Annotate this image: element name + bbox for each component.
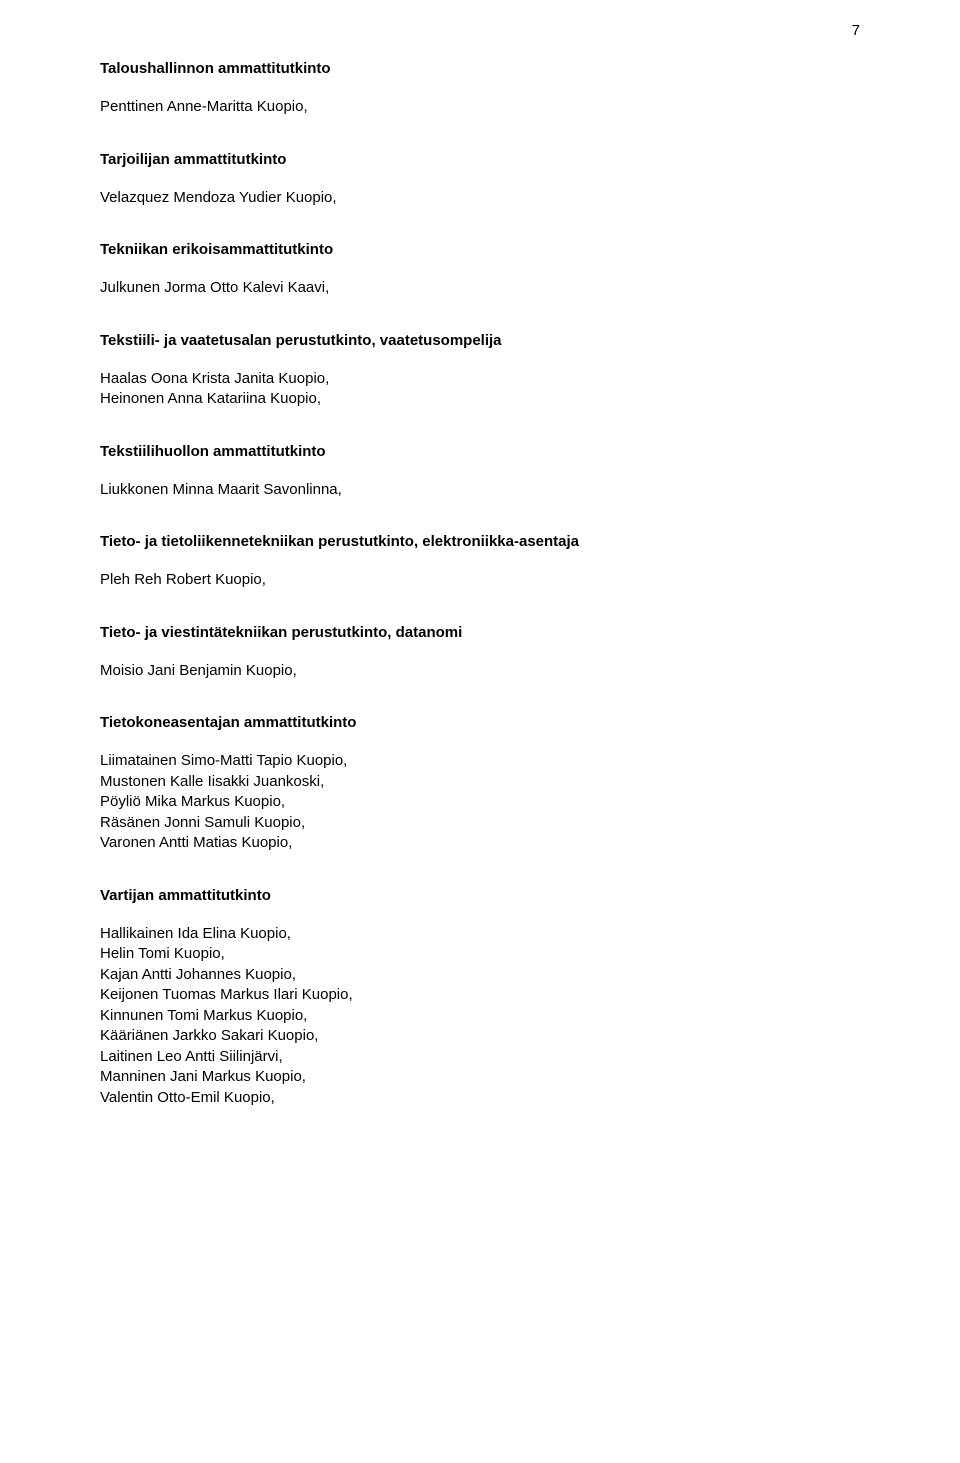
entry: Kääriänen Jarkko Sakari Kuopio, <box>100 1026 860 1046</box>
section-entries: Julkunen Jorma Otto Kalevi Kaavi, <box>100 278 860 298</box>
section-entries: Liimatainen Simo-Matti Tapio Kuopio, Mus… <box>100 751 860 853</box>
section-tekstiilihuollon: Tekstiilihuollon ammattitutkinto Liukkon… <box>100 443 860 500</box>
section-entries: Haalas Oona Krista Janita Kuopio, Heinon… <box>100 369 860 409</box>
entry: Julkunen Jorma Otto Kalevi Kaavi, <box>100 278 860 298</box>
entry: Haalas Oona Krista Janita Kuopio, <box>100 369 860 389</box>
entry: Valentin Otto-Emil Kuopio, <box>100 1088 860 1108</box>
entry: Helin Tomi Kuopio, <box>100 944 860 964</box>
entry: Laitinen Leo Antti Siilinjärvi, <box>100 1047 860 1067</box>
entry: Penttinen Anne-Maritta Kuopio, <box>100 97 860 117</box>
section-title: Tekstiili- ja vaatetusalan perustutkinto… <box>100 332 860 349</box>
entry: Varonen Antti Matias Kuopio, <box>100 833 860 853</box>
section-tieto-viestinta: Tieto- ja viestintätekniikan perustutkin… <box>100 624 860 681</box>
entry: Manninen Jani Markus Kuopio, <box>100 1067 860 1087</box>
section-entries: Liukkonen Minna Maarit Savonlinna, <box>100 480 860 500</box>
entry: Velazquez Mendoza Yudier Kuopio, <box>100 188 860 208</box>
entry: Pöyliö Mika Markus Kuopio, <box>100 792 860 812</box>
entry: Moisio Jani Benjamin Kuopio, <box>100 661 860 681</box>
section-entries: Pleh Reh Robert Kuopio, <box>100 570 860 590</box>
section-title: Tekniikan erikoisammattitutkinto <box>100 241 860 258</box>
entry: Räsänen Jonni Samuli Kuopio, <box>100 813 860 833</box>
page-number: 7 <box>852 22 860 39</box>
section-tieto-tietoliikenne: Tieto- ja tietoliikennetekniikan perustu… <box>100 533 860 590</box>
section-taloushallinnon: Taloushallinnon ammattitutkinto Penttine… <box>100 60 860 117</box>
section-title: Tieto- ja tietoliikennetekniikan perustu… <box>100 533 860 550</box>
section-vartijan: Vartijan ammattitutkinto Hallikainen Ida… <box>100 887 860 1108</box>
section-title: Vartijan ammattitutkinto <box>100 887 860 904</box>
section-entries: Velazquez Mendoza Yudier Kuopio, <box>100 188 860 208</box>
section-title: Tietokoneasentajan ammattitutkinto <box>100 714 860 731</box>
entry: Pleh Reh Robert Kuopio, <box>100 570 860 590</box>
entry: Kinnunen Tomi Markus Kuopio, <box>100 1006 860 1026</box>
section-title: Tarjoilijan ammattitutkinto <box>100 151 860 168</box>
entry: Liimatainen Simo-Matti Tapio Kuopio, <box>100 751 860 771</box>
section-title: Tekstiilihuollon ammattitutkinto <box>100 443 860 460</box>
section-entries: Hallikainen Ida Elina Kuopio, Helin Tomi… <box>100 924 860 1108</box>
section-tekstiili-vaatetusalan: Tekstiili- ja vaatetusalan perustutkinto… <box>100 332 860 409</box>
section-tekniikan: Tekniikan erikoisammattitutkinto Julkune… <box>100 241 860 298</box>
entry: Liukkonen Minna Maarit Savonlinna, <box>100 480 860 500</box>
entry: Hallikainen Ida Elina Kuopio, <box>100 924 860 944</box>
entry: Kajan Antti Johannes Kuopio, <box>100 965 860 985</box>
entry: Heinonen Anna Katariina Kuopio, <box>100 389 860 409</box>
section-entries: Penttinen Anne-Maritta Kuopio, <box>100 97 860 117</box>
entry: Keijonen Tuomas Markus Ilari Kuopio, <box>100 985 860 1005</box>
entry: Mustonen Kalle Iisakki Juankoski, <box>100 772 860 792</box>
section-tarjoilijan: Tarjoilijan ammattitutkinto Velazquez Me… <box>100 151 860 208</box>
section-title: Tieto- ja viestintätekniikan perustutkin… <box>100 624 860 641</box>
section-tietokoneasentajan: Tietokoneasentajan ammattitutkinto Liima… <box>100 714 860 853</box>
section-entries: Moisio Jani Benjamin Kuopio, <box>100 661 860 681</box>
section-title: Taloushallinnon ammattitutkinto <box>100 60 860 77</box>
